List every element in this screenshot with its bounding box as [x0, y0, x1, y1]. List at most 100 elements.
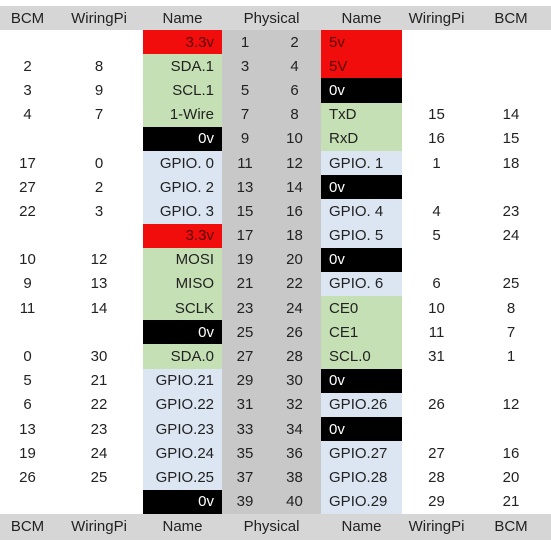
pin-name-left: SCLK — [143, 296, 222, 321]
physical-pin-even: 26 — [268, 320, 322, 345]
pin-row: 10 12 MOSI 19 20 0v — [0, 247, 551, 272]
pin-row: 4 7 1-Wire 7 8 TxD 15 14 — [0, 102, 551, 127]
bcm-right — [471, 30, 551, 55]
wiringpi-right — [402, 54, 472, 79]
pin-row: 0v 9 10 RxD 16 15 — [0, 126, 551, 151]
pin-name-left: SDA.0 — [143, 344, 222, 369]
pin-name-left: GPIO.23 — [143, 417, 222, 442]
physical-pin-odd: 3 — [222, 54, 268, 79]
physical-pin-even: 4 — [268, 54, 322, 79]
pin-name-right: GPIO. 1 — [321, 150, 403, 176]
bcm-left: 5 — [0, 368, 55, 393]
footer-wiringpi-right: WiringPi — [402, 513, 472, 540]
bcm-left: 9 — [0, 271, 55, 297]
pin-name-left: 1-Wire — [143, 102, 222, 127]
wiringpi-left: 14 — [55, 296, 143, 321]
physical-pin-odd: 29 — [222, 368, 268, 393]
wiringpi-right: 15 — [402, 102, 472, 127]
physical-pin-odd: 35 — [222, 441, 268, 466]
footer-physical: Physical — [222, 513, 322, 540]
physical-pin-even: 30 — [268, 368, 322, 393]
bcm-left: 3 — [0, 78, 55, 103]
header-physical: Physical — [222, 6, 322, 30]
header-bcm-right: BCM — [471, 6, 551, 30]
bcm-right: 7 — [471, 320, 551, 345]
bcm-right: 24 — [471, 223, 551, 248]
footer-bcm-left: BCM — [0, 513, 55, 540]
pin-name-left: 0v — [143, 320, 222, 345]
physical-pin-even: 36 — [268, 441, 322, 466]
pin-name-left: GPIO. 2 — [143, 175, 222, 200]
wiringpi-left — [55, 320, 143, 345]
pin-name-right: 5V — [321, 54, 403, 79]
wiringpi-left — [55, 30, 143, 55]
bcm-right: 18 — [471, 150, 551, 176]
wiringpi-right: 28 — [402, 465, 472, 490]
bcm-left: 19 — [0, 441, 55, 466]
physical-pin-odd: 1 — [222, 30, 268, 55]
physical-pin-even: 14 — [268, 175, 322, 200]
pin-row: 0 30 SDA.0 27 28 SCL.0 31 1 — [0, 344, 551, 369]
pin-row: 3.3v 1 2 5v — [0, 30, 551, 55]
bcm-right: 20 — [471, 465, 551, 490]
pin-row: 6 22 GPIO.22 31 32 GPIO.26 26 12 — [0, 392, 551, 417]
physical-pin-even: 38 — [268, 465, 322, 490]
wiringpi-left: 9 — [55, 78, 143, 103]
pin-name-left: SDA.1 — [143, 54, 222, 79]
physical-pin-even: 12 — [268, 150, 322, 176]
wiringpi-right: 26 — [402, 392, 472, 417]
pin-name-left: GPIO.25 — [143, 465, 222, 490]
pin-name-right: CE1 — [321, 320, 403, 345]
bcm-left: 22 — [0, 199, 55, 224]
wiringpi-left: 25 — [55, 465, 143, 490]
pin-name-right: GPIO. 4 — [321, 199, 403, 224]
pin-name-right: GPIO. 5 — [321, 223, 403, 248]
pin-row: 2 8 SDA.1 3 4 5V — [0, 54, 551, 79]
physical-pin-odd: 15 — [222, 199, 268, 224]
pin-name-right: GPIO. 6 — [321, 271, 403, 297]
physical-pin-even: 22 — [268, 271, 322, 297]
physical-pin-even: 10 — [268, 126, 322, 151]
wiringpi-right: 11 — [402, 320, 472, 345]
wiringpi-right: 29 — [402, 489, 472, 514]
bcm-left — [0, 223, 55, 248]
wiringpi-right — [402, 247, 472, 272]
physical-pin-odd: 39 — [222, 489, 268, 514]
pin-name-right: TxD — [321, 102, 403, 127]
bcm-left: 4 — [0, 102, 55, 127]
pin-name-left: GPIO. 0 — [143, 150, 222, 176]
physical-pin-odd: 27 — [222, 344, 268, 369]
header-name-right: Name — [321, 6, 403, 30]
bcm-right — [471, 175, 551, 200]
pin-name-left: GPIO. 3 — [143, 199, 222, 224]
pin-name-right: 0v — [321, 368, 403, 393]
physical-pin-odd: 25 — [222, 320, 268, 345]
pin-row: 0v 25 26 CE1 11 7 — [0, 320, 551, 345]
physical-pin-odd: 17 — [222, 223, 268, 248]
wiringpi-right — [402, 175, 472, 200]
physical-pin-odd: 37 — [222, 465, 268, 490]
wiringpi-left: 8 — [55, 54, 143, 79]
wiringpi-left — [55, 126, 143, 151]
pin-row: 0v 39 40 GPIO.29 29 21 — [0, 489, 551, 514]
bcm-right: 21 — [471, 489, 551, 514]
bcm-left — [0, 126, 55, 151]
wiringpi-left: 3 — [55, 199, 143, 224]
wiringpi-right: 6 — [402, 271, 472, 297]
pin-name-left: MOSI — [143, 247, 222, 272]
physical-pin-even: 24 — [268, 296, 322, 321]
pin-name-right: SCL.0 — [321, 344, 403, 369]
bcm-right — [471, 78, 551, 103]
gpio-pin-table: BCM WiringPi Name Physical Name WiringPi… — [0, 6, 551, 540]
wiringpi-right: 5 — [402, 223, 472, 248]
physical-pin-odd: 33 — [222, 417, 268, 442]
physical-pin-even: 28 — [268, 344, 322, 369]
bcm-left: 0 — [0, 344, 55, 369]
bcm-left — [0, 320, 55, 345]
bcm-left: 26 — [0, 465, 55, 490]
wiringpi-left: 13 — [55, 271, 143, 297]
wiringpi-right — [402, 78, 472, 103]
pin-name-left: SCL.1 — [143, 78, 222, 103]
physical-pin-even: 18 — [268, 223, 322, 248]
